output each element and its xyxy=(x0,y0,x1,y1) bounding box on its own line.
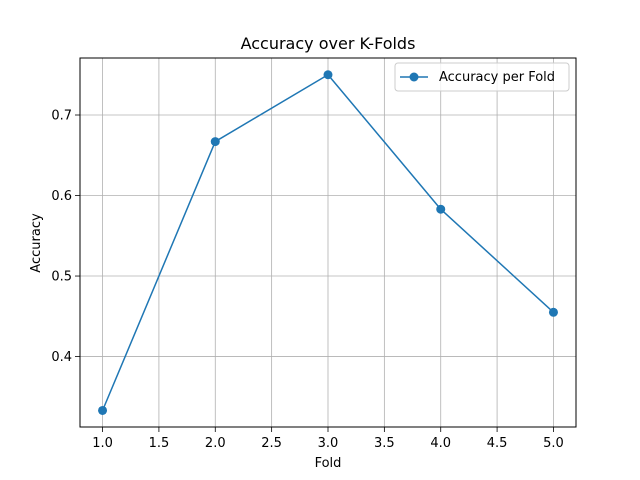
x-tick-label: 4.0 xyxy=(430,436,451,451)
x-tick-label: 2.0 xyxy=(205,436,226,451)
data-point xyxy=(210,137,220,147)
x-tick-label: 5.0 xyxy=(543,436,564,451)
grid xyxy=(80,58,576,427)
y-tick-label: 0.5 xyxy=(51,270,72,285)
legend: Accuracy per Fold xyxy=(394,62,570,92)
y-tick-label: 0.7 xyxy=(51,109,72,124)
y-axis: 0.4 0.5 0.6 0.7 xyxy=(51,109,80,365)
x-tick-label: 3.0 xyxy=(318,436,339,451)
y-tick-label: 0.6 xyxy=(51,189,72,204)
data-point xyxy=(436,204,446,214)
x-axis-title: Fold xyxy=(315,456,342,471)
x-tick-label: 4.5 xyxy=(487,436,508,451)
data-point xyxy=(323,70,333,80)
chart-title: Accuracy over K-Folds xyxy=(241,34,416,53)
legend-marker xyxy=(409,72,419,82)
y-tick-label: 0.4 xyxy=(51,350,72,365)
data-point xyxy=(98,405,108,415)
x-axis: 1.0 1.5 2.0 2.5 3.0 3.5 4.0 4.5 5.0 xyxy=(92,427,564,451)
x-tick-label: 3.5 xyxy=(374,436,395,451)
legend-box xyxy=(394,62,570,92)
x-tick-label: 1.5 xyxy=(149,436,170,451)
legend-label: Accuracy per Fold xyxy=(439,70,555,85)
series-layer xyxy=(98,70,558,415)
data-point xyxy=(548,307,558,317)
x-tick-label: 1.0 xyxy=(92,436,113,451)
y-axis-title: Accuracy xyxy=(29,213,44,273)
x-tick-label: 2.5 xyxy=(261,436,282,451)
